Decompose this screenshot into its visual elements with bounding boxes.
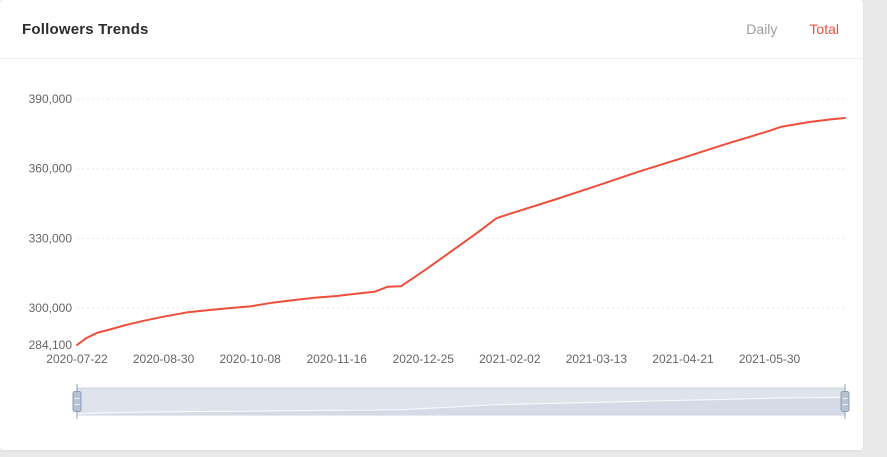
x-axis-label: 2021-05-30 xyxy=(739,352,801,366)
x-axis-label: 2020-10-08 xyxy=(219,352,281,366)
datazoom-handle-left[interactable] xyxy=(72,391,82,412)
datazoom-slider[interactable] xyxy=(0,380,863,424)
x-axis-label: 2020-12-25 xyxy=(393,352,455,366)
trend-mode-tabs: Daily Total xyxy=(746,21,839,37)
y-axis-label: 300,000 xyxy=(29,301,73,315)
y-axis-label: 390,000 xyxy=(29,92,73,106)
x-axis-label: 2020-07-22 xyxy=(46,352,108,366)
datazoom-data-shadow xyxy=(77,397,845,415)
page-title: Followers Trends xyxy=(22,20,149,38)
trend-line xyxy=(76,117,846,346)
x-axis-label: 2020-11-16 xyxy=(306,352,367,366)
y-axis-label: 360,000 xyxy=(29,162,73,176)
datazoom-handle-right[interactable] xyxy=(840,391,850,412)
card-header: Followers Trends Daily Total xyxy=(0,0,863,59)
tab-daily[interactable]: Daily xyxy=(746,21,778,37)
datazoom-shadow-line xyxy=(76,396,846,415)
x-axis-label: 2021-02-02 xyxy=(479,352,541,366)
y-axis-label: 330,000 xyxy=(29,231,73,245)
x-axis-label: 2021-03-13 xyxy=(566,352,628,366)
followers-line-chart: 284,100 300,000 330,000 360,000 390,000 2020-… xyxy=(29,92,846,366)
x-axis-label: 2021-04-21 xyxy=(652,352,714,366)
followers-trends-card: Followers Trends Daily Total 284,100 300,… xyxy=(0,0,863,450)
x-axis-label: 2020-08-30 xyxy=(133,352,195,366)
tab-total[interactable]: Total xyxy=(809,21,839,37)
y-axis-label: 284,100 xyxy=(29,338,73,352)
